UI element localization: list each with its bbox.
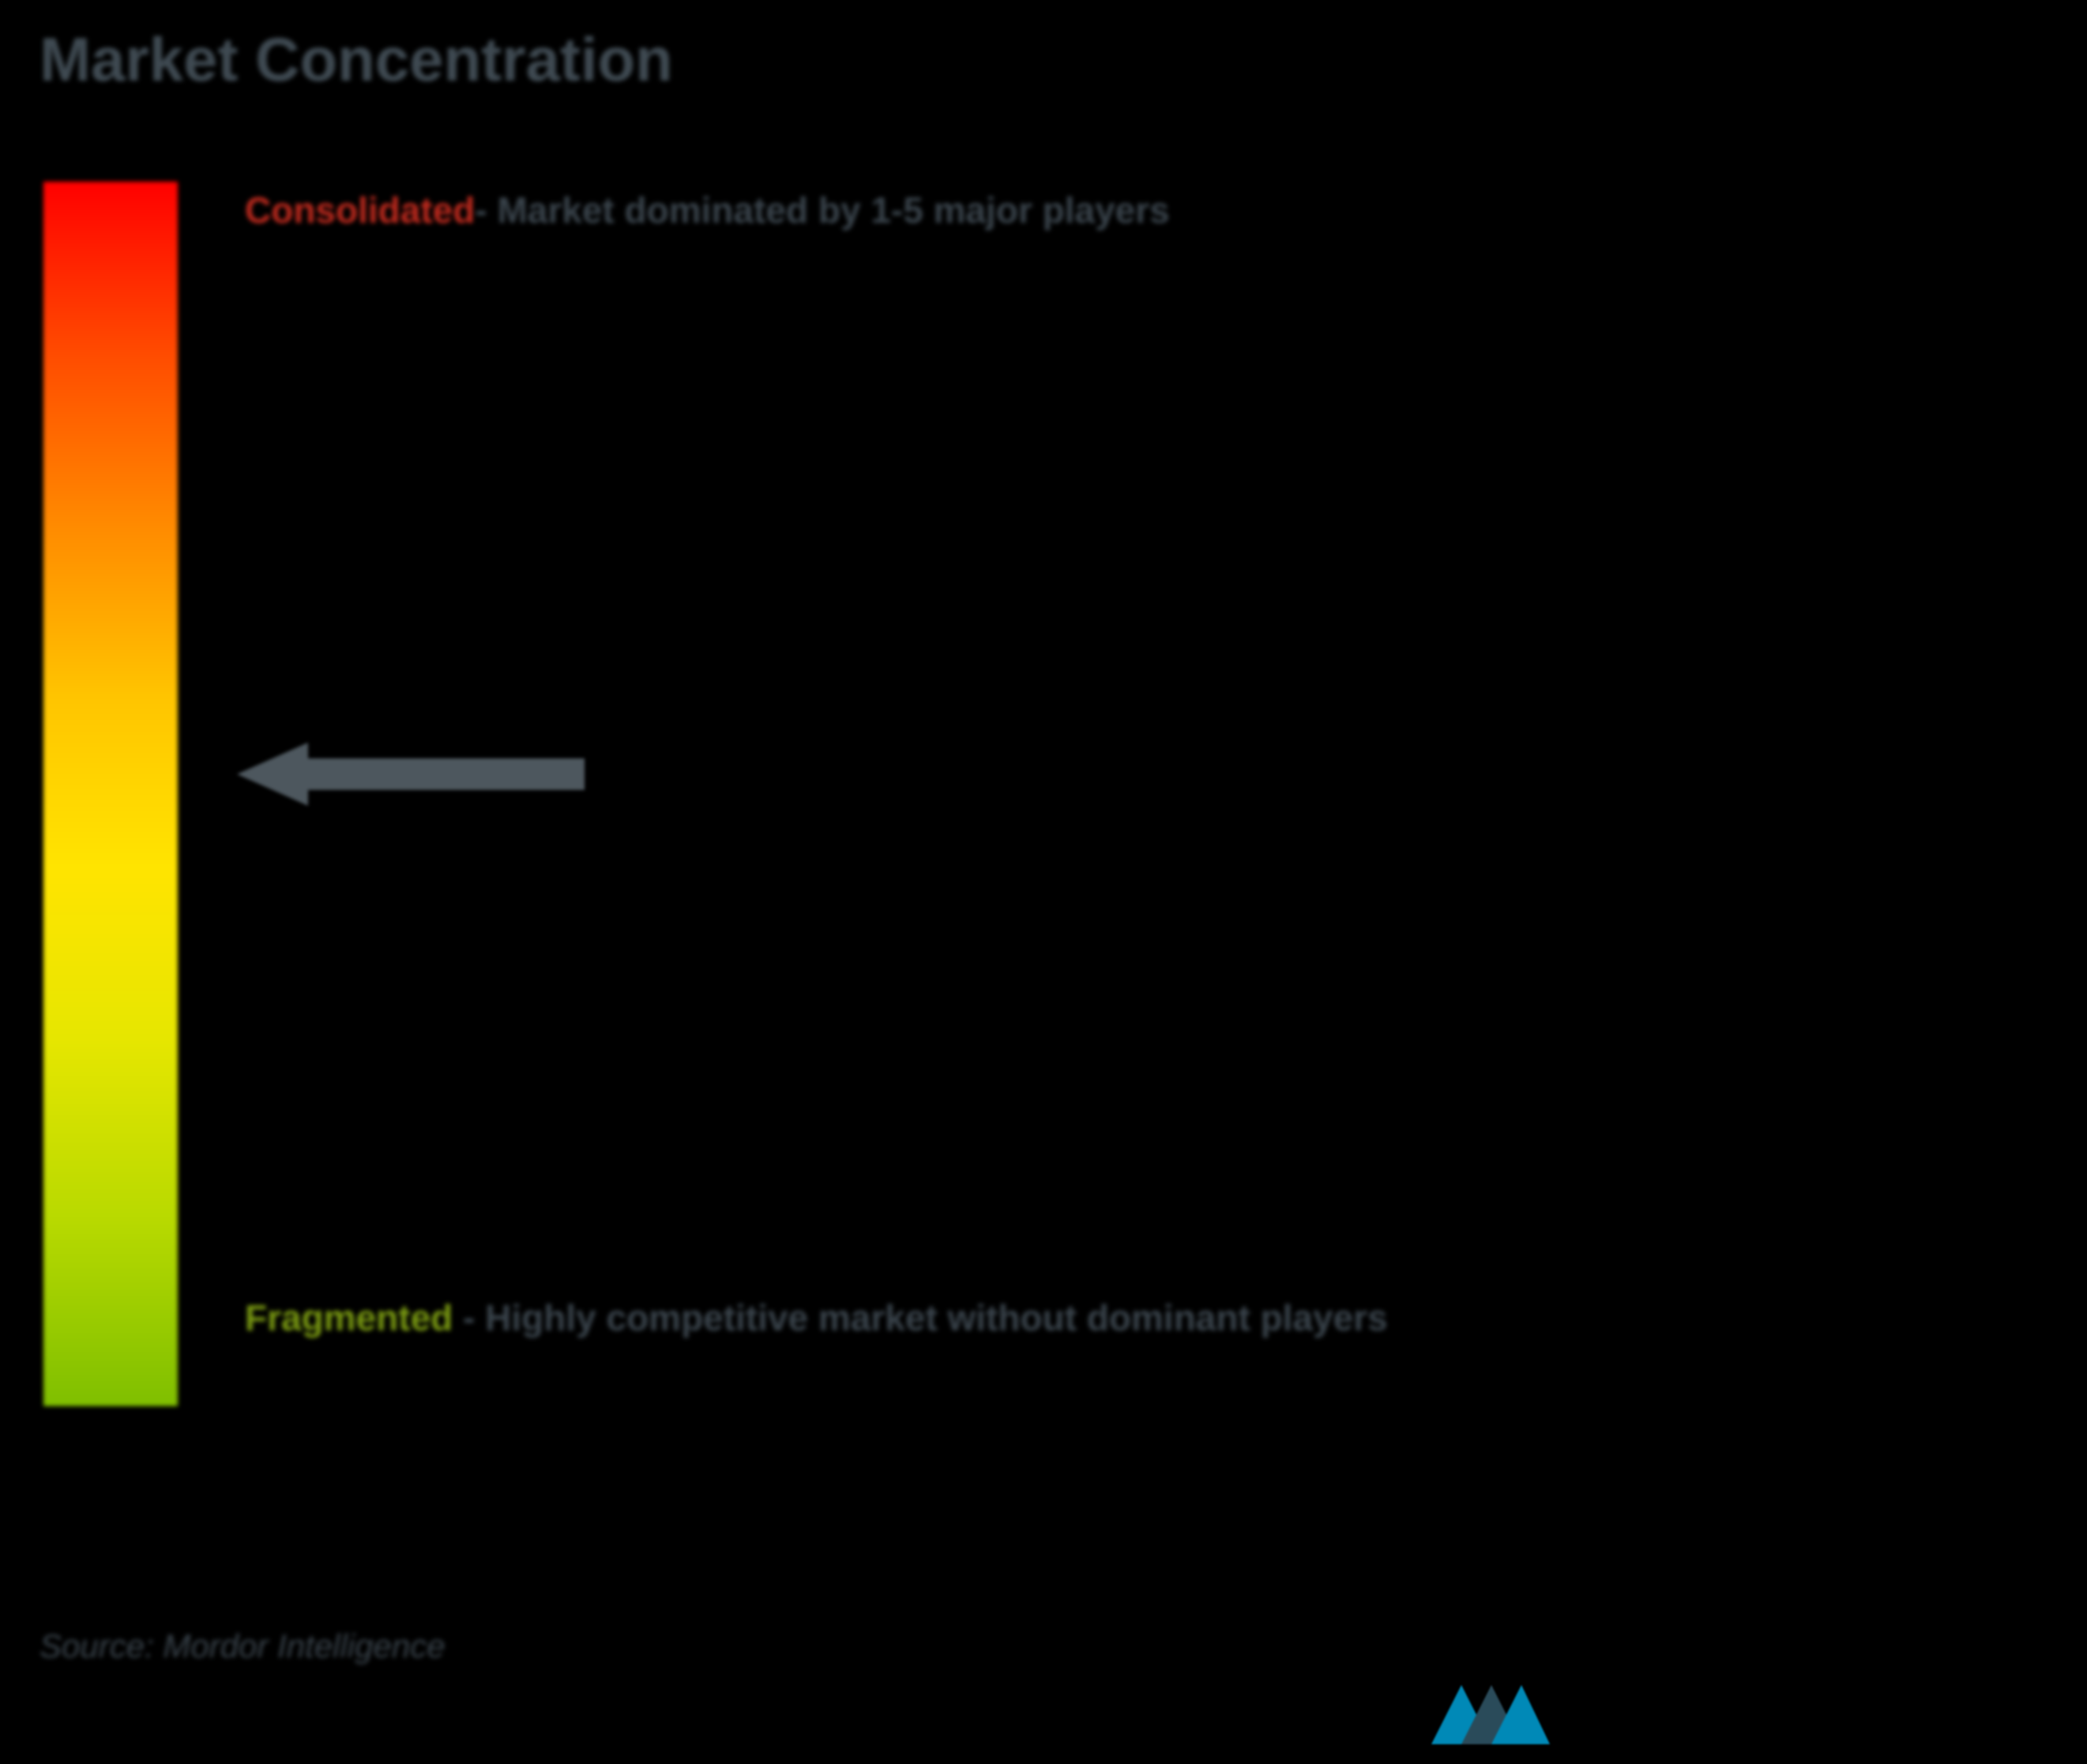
consolidated-description: - Market dominated by 1-5 major players: [475, 190, 1169, 231]
consolidated-label: Consolidated- Market dominated by 1-5 ma…: [245, 182, 1170, 240]
fragmented-keyword: Fragmented: [245, 1297, 453, 1338]
arrow-shape: [237, 743, 585, 806]
chart-title: Market Concentration: [39, 24, 673, 96]
position-arrow: [237, 743, 585, 810]
infographic-container: Market Concentration Consolidated- Marke…: [0, 0, 2087, 1764]
fragmented-label: Fragmented - Highly competitive market w…: [245, 1280, 1388, 1356]
fragmented-description: - Highly competitive market without domi…: [453, 1297, 1387, 1338]
source-attribution: Source: Mordor Intelligence: [39, 1627, 446, 1665]
brand-logo: [1431, 1677, 1550, 1748]
gradient-scale: [43, 182, 178, 1406]
source-value: Mordor Intelligence: [163, 1627, 445, 1664]
source-label: Source:: [39, 1627, 154, 1664]
consolidated-keyword: Consolidated: [245, 190, 475, 231]
